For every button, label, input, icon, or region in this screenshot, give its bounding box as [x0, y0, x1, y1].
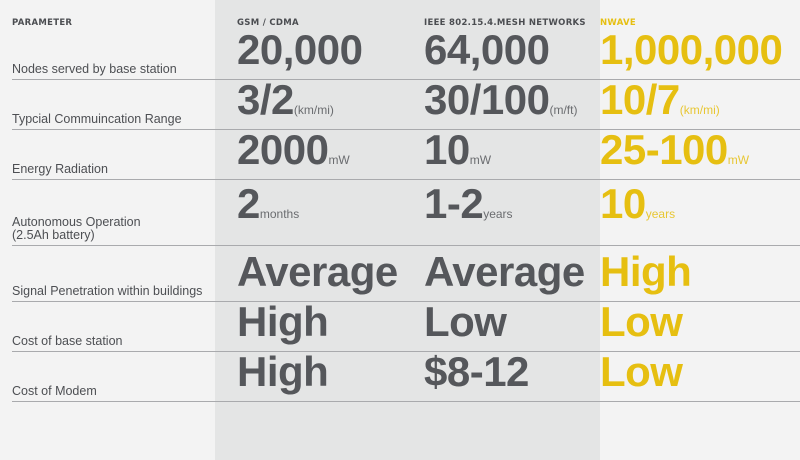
row-divider: [12, 351, 800, 352]
gsm-value: 2000mW: [237, 126, 350, 173]
row-label-line1: Autonomous Operation: [12, 215, 141, 229]
header-parameter: PARAMETER: [12, 18, 73, 28]
table-row: Typcial Commuincation Range 3/2(km/mi) 3…: [0, 76, 800, 130]
row-divider: [12, 401, 800, 402]
nwave-value: 25-100mW: [600, 126, 750, 173]
nwave-value: 10years: [600, 180, 676, 227]
table-row: Cost of base station High Low Low: [0, 298, 800, 352]
header-mesh: IEEE 802.15.4.MESH NETWORKS: [424, 18, 586, 28]
nwave-value: Low: [600, 348, 683, 395]
row-label: Typcial Commuincation Range: [12, 112, 182, 126]
header-nwave: NWAVE: [600, 18, 636, 28]
mesh-value: 10mW: [424, 126, 492, 173]
gsm-value: 3/2(km/mi): [237, 76, 334, 123]
row-divider: [12, 129, 800, 130]
header-gsm: GSM / CDMA: [237, 18, 299, 28]
mesh-value: Low: [424, 298, 507, 345]
row-label-line2: (2.5Ah battery): [12, 228, 95, 242]
row-label: Cost of Modem: [12, 384, 97, 398]
comparison-band: [215, 0, 600, 460]
table-row: Cost of Modem High $8-12 Low: [0, 348, 800, 402]
row-divider: [12, 79, 800, 80]
nwave-value: 1,000,000: [600, 26, 783, 73]
row-label: Autonomous Operation (2.5Ah battery): [12, 216, 212, 242]
row-label: Cost of base station: [12, 334, 123, 348]
mesh-value: Average: [424, 248, 585, 295]
mesh-value: 1-2years: [424, 180, 513, 227]
table-row: Autonomous Operation (2.5Ah battery) 2mo…: [0, 182, 800, 246]
gsm-value: 2months: [237, 180, 300, 227]
row-divider: [12, 301, 800, 302]
gsm-value: High: [237, 348, 329, 395]
gsm-value: Average: [237, 248, 398, 295]
row-label: Signal Penetration within buildings: [12, 284, 203, 298]
table-row: Signal Penetration within buildings Aver…: [0, 248, 800, 302]
gsm-value: 20,000: [237, 26, 363, 73]
row-divider: [12, 245, 800, 246]
table-row: Nodes served by base station 20,000 64,0…: [0, 26, 800, 80]
mesh-value: $8-12: [424, 348, 529, 395]
mesh-value: 64,000: [424, 26, 550, 73]
mesh-value: 30/100(m/ft): [424, 76, 578, 123]
row-divider: [12, 179, 800, 180]
table-row: Energy Radiation 2000mW 10mW 25-100mW: [0, 126, 800, 180]
nwave-value: Low: [600, 298, 683, 345]
nwave-value: 10/7(km/mi): [600, 76, 720, 123]
row-label: Energy Radiation: [12, 162, 108, 176]
nwave-value: High: [600, 248, 692, 295]
row-label: Nodes served by base station: [12, 62, 177, 76]
gsm-value: High: [237, 298, 329, 345]
